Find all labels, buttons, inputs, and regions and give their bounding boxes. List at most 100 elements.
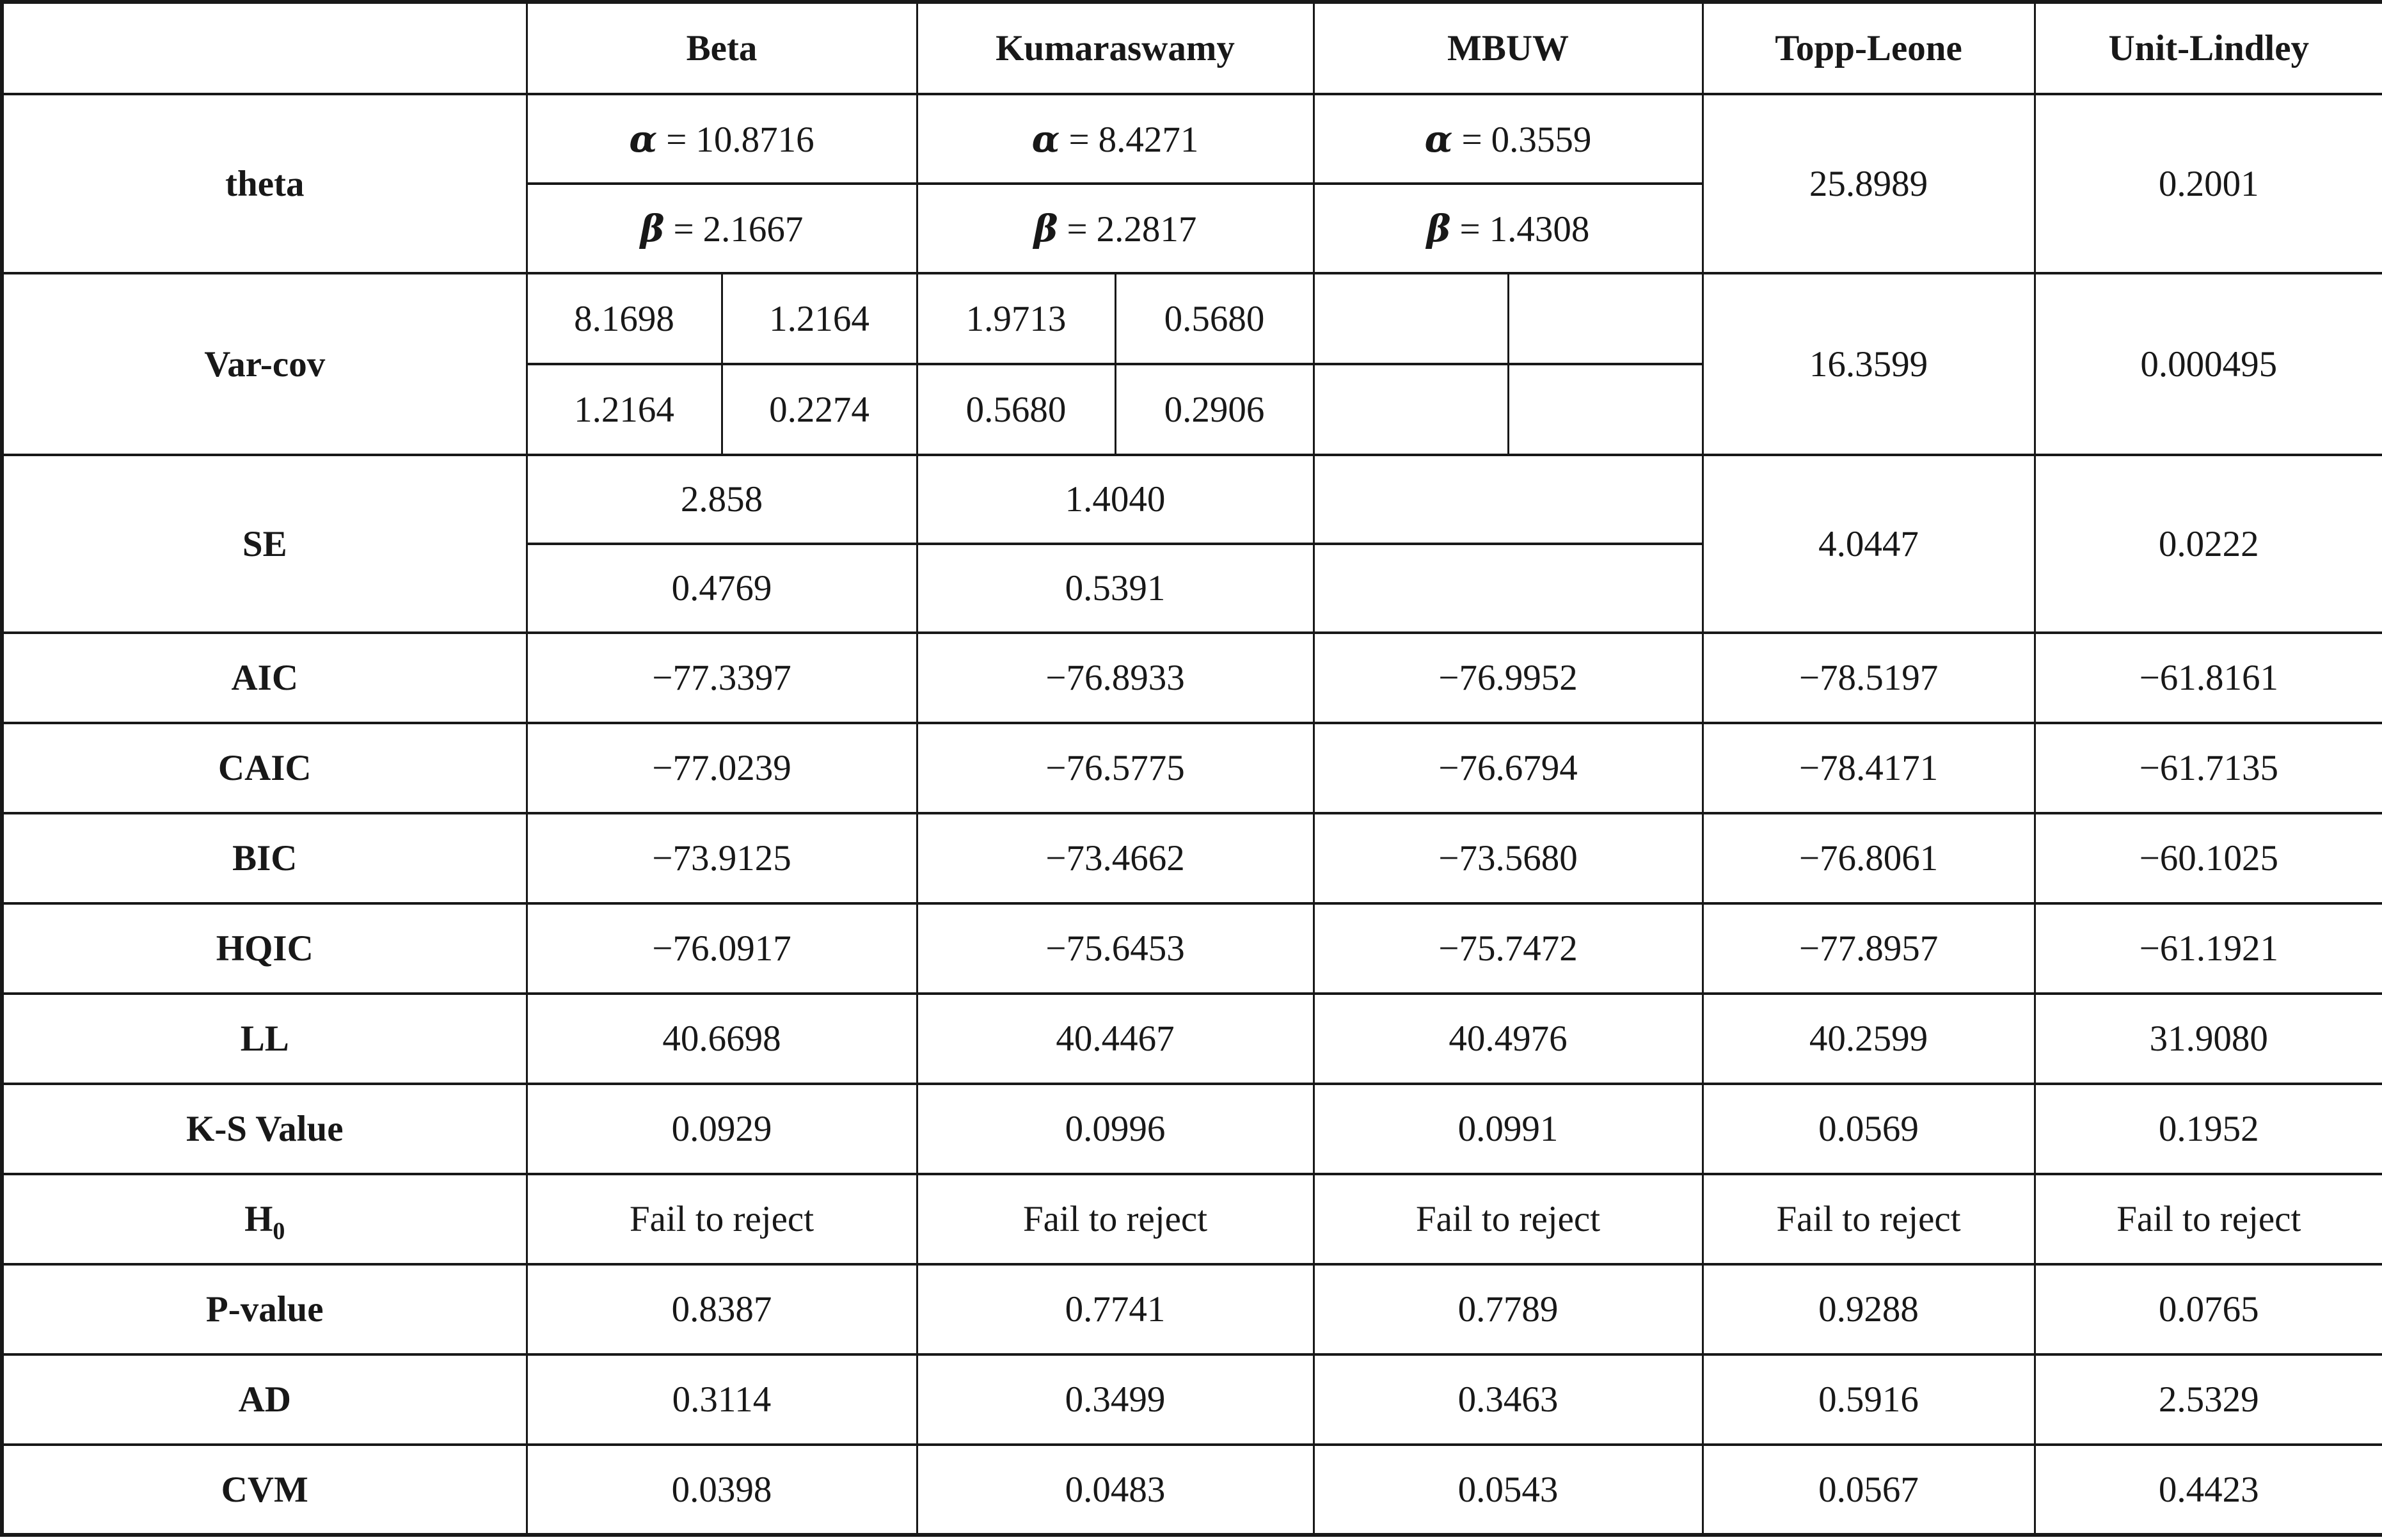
stat-value-cell: 0.0398 [525, 1443, 918, 1536]
h0-subscript: 0 [273, 1218, 285, 1245]
stat-value-cell: 0.0991 [1312, 1083, 1704, 1175]
header-row: Beta Kumaraswamy MBUW Topp-Leone Unit-Li… [1, 1, 2382, 95]
stat-value-cell: 0.5916 [1701, 1353, 2036, 1446]
stat-row-h0: H0 Fail to reject Fail to reject Fail to… [1, 1173, 2382, 1266]
row-label-aic: AIC [1, 631, 528, 724]
theta-row-alpha: theta α = 10.8716 α = 8.4271 α = 0.3559 25.898… [1, 93, 2382, 274]
stat-row-cvm: CVM 0.0398 0.0483 0.0543 0.0567 0.4423 [1, 1443, 2382, 1536]
stat-row-ll: LL 40.6698 40.4467 40.4976 40.2599 31.90… [1, 992, 2382, 1085]
row-label-hqic: HQIC [1, 902, 528, 995]
row-label-ks-value: K-S Value [1, 1083, 528, 1175]
cell-theta-beta-mbuw: β = 1.4308 [1312, 182, 1704, 274]
cell-theta-beta-kumaraswamy: β = 2.2817 [916, 182, 1315, 274]
stat-value-cell: 40.4467 [916, 992, 1315, 1085]
cell-varcov-unit-lindley: 0.000495 [2033, 272, 2382, 456]
cell-varcov-mbuw-11 [1507, 363, 1704, 456]
stat-value-cell: 0.1952 [2033, 1083, 2382, 1175]
stat-value-cell: −76.6794 [1312, 722, 1704, 814]
stat-value-cell: −76.8933 [916, 631, 1315, 724]
beta-symbol: β [1426, 207, 1451, 250]
cell-se-kumaraswamy-1: 1.4040 [916, 454, 1315, 545]
stat-value-cell: −78.5197 [1701, 631, 2036, 724]
cell-varcov-mbuw-01 [1507, 272, 1704, 365]
stat-value-cell: Fail to reject [525, 1173, 918, 1266]
stat-value-cell: 0.8387 [525, 1263, 918, 1356]
cell-varcov-kumaraswamy-10: 0.5680 [916, 363, 1116, 456]
stat-value-cell: 0.4423 [2033, 1443, 2382, 1536]
stat-value-cell: 40.6698 [525, 992, 918, 1085]
cell-theta-beta-beta-dist: β = 2.1667 [525, 182, 918, 274]
header-unit-lindley: Unit-Lindley [2033, 1, 2382, 95]
stat-value-cell: 0.7789 [1312, 1263, 1704, 1356]
equals-sign: = [673, 209, 694, 250]
cell-theta-alpha-beta-dist: α = 10.8716 [525, 93, 918, 185]
stat-value-cell: 0.0996 [916, 1083, 1315, 1175]
cell-se-mbuw-2 [1312, 543, 1704, 634]
stat-value-cell: 0.0929 [525, 1083, 918, 1175]
cell-theta-unit-lindley: 0.2001 [2033, 93, 2382, 274]
stat-value-cell: 0.0483 [916, 1443, 1315, 1536]
header-mbuw: MBUW [1312, 1, 1704, 95]
equals-sign: = [1461, 119, 1482, 160]
stat-value-cell: 0.0765 [2033, 1263, 2382, 1356]
cell-varcov-mbuw-00 [1312, 272, 1509, 365]
stat-row-bic: BIC −73.9125 −73.4662 −73.5680 −76.8061 … [1, 812, 2382, 905]
theta-row-beta: β = 2.1667 β = 2.2817 β = 1.4308 [2, 182, 2382, 274]
equals-sign: = [1459, 209, 1481, 250]
cell-theta-alpha-kumaraswamy: α = 8.4271 [916, 93, 1315, 185]
row-label-ad: AD [1, 1353, 528, 1446]
stat-row-caic: CAIC −77.0239 −76.5775 −76.6794 −78.4171… [1, 722, 2382, 814]
cell-se-beta-1: 2.858 [525, 454, 918, 545]
cell-theta-topp-leone: 25.8989 [1701, 93, 2036, 274]
header-beta: Beta [525, 1, 918, 95]
stat-value-cell: Fail to reject [1701, 1173, 2036, 1266]
stat-value-cell: −61.7135 [2033, 722, 2382, 814]
stat-value-cell: −77.3397 [525, 631, 918, 724]
row-label-ll: LL [1, 992, 528, 1085]
stat-value-cell: 0.9288 [1701, 1263, 2036, 1356]
stat-value-cell: 0.0569 [1701, 1083, 2036, 1175]
stat-value-cell: −73.5680 [1312, 812, 1704, 905]
stat-value-cell: −73.9125 [525, 812, 918, 905]
stat-row-ks-value: K-S Value 0.0929 0.0996 0.0991 0.0569 0.… [1, 1083, 2382, 1175]
cell-varcov-kumaraswamy-00: 1.9713 [916, 272, 1116, 365]
stat-row-ad: AD 0.3114 0.3499 0.3463 0.5916 2.5329 [1, 1353, 2382, 1446]
beta-value: 1.4308 [1489, 209, 1590, 250]
stat-row-p-value: P-value 0.8387 0.7741 0.7789 0.9288 0.07… [1, 1263, 2382, 1356]
alpha-value: 0.3559 [1491, 119, 1592, 160]
stat-value-cell: −75.6453 [916, 902, 1315, 995]
stat-value-cell: −78.4171 [1701, 722, 2036, 814]
row-label-cvm: CVM [1, 1443, 528, 1536]
varcov-row-2: 1.2164 0.2274 0.5680 0.2906 [2, 363, 2382, 456]
header-kumaraswamy: Kumaraswamy [916, 1, 1315, 95]
equals-sign: = [1068, 119, 1090, 160]
cell-varcov-beta-11: 0.2274 [720, 363, 918, 456]
stat-value-cell: 0.7741 [916, 1263, 1315, 1356]
stat-value-cell: −60.1025 [2033, 812, 2382, 905]
cell-varcov-beta-00: 8.1698 [525, 272, 723, 365]
row-label-h0: H0 [1, 1173, 528, 1266]
equals-sign: = [666, 119, 687, 160]
stat-value-cell: 40.4976 [1312, 992, 1704, 1085]
stat-row-aic: AIC −77.3397 −76.8933 −76.9952 −78.5197 … [1, 631, 2382, 724]
alpha-symbol: α [1031, 117, 1060, 161]
stat-value-cell: Fail to reject [916, 1173, 1315, 1266]
header-topp-leone: Topp-Leone [1701, 1, 2036, 95]
alpha-symbol: α [629, 117, 658, 161]
cell-se-topp-leone: 4.0447 [1701, 454, 2036, 634]
stat-value-cell: −76.8061 [1701, 812, 2036, 905]
beta-value: 2.2817 [1096, 209, 1197, 250]
equals-sign: = [1067, 209, 1088, 250]
se-row-1: SE 2.858 1.4040 4.0447 0.0222 [1, 454, 2382, 634]
stat-value-cell: 0.0567 [1701, 1443, 2036, 1536]
cell-varcov-beta-01: 1.2164 [720, 272, 918, 365]
alpha-value: 10.8716 [695, 119, 814, 160]
row-label-p-value: P-value [1, 1263, 528, 1356]
stat-value-cell: −73.4662 [916, 812, 1315, 905]
header-corner-cell [1, 1, 528, 95]
stat-value-cell: −75.7472 [1312, 902, 1704, 995]
cell-varcov-kumaraswamy-11: 0.2906 [1114, 363, 1315, 456]
stat-value-cell: −77.0239 [525, 722, 918, 814]
